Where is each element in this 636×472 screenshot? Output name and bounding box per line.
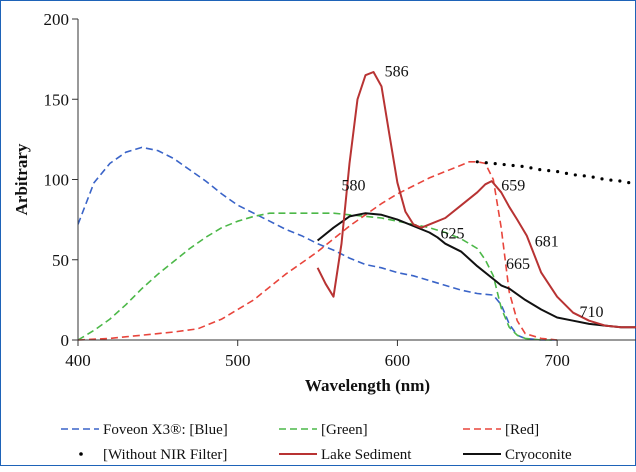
plot-area — [78, 71, 636, 341]
series-line-cryoconite — [316, 212, 636, 329]
series-line-foveon-x3-blue — [78, 146, 558, 341]
legend-label-red: [Red] — [505, 422, 539, 438]
series-line-lake-sediment — [316, 71, 636, 329]
series-line-green — [78, 212, 558, 341]
y-axis-title: Arbitrary — [12, 143, 31, 215]
legend-swatch-without-nir-filter — [79, 452, 83, 456]
y-tick-label: 150 — [44, 90, 70, 109]
annotations: 586 580 659 625 681 665 710 — [342, 63, 604, 321]
legend-label-green: [Green] — [321, 422, 368, 438]
x-tick-label: 700 — [544, 351, 570, 370]
x-tick-label: 500 — [225, 351, 251, 370]
peak-annotation: 710 — [580, 304, 604, 321]
peak-annotation: 665 — [506, 256, 530, 273]
peak-annotation: 659 — [501, 177, 525, 194]
legend-label-lake-sediment: Lake Sediment — [321, 447, 412, 463]
y-tick-label: 50 — [52, 251, 69, 270]
x-tick-label: 600 — [385, 351, 411, 370]
y-tick-label: 100 — [44, 171, 70, 190]
legend-label-foveon-x3-blue: Foveon X3®: [Blue] — [103, 422, 228, 438]
series-line-without-nir-filter — [475, 160, 636, 186]
legend: Foveon X3®: [Blue] [Green] [Red] [Without N… — [61, 422, 572, 463]
legend-label-without-nir-filter: [Without NIR Filter] — [103, 447, 227, 463]
y-tick-label: 200 — [44, 10, 70, 29]
peak-annotation: 625 — [441, 225, 465, 242]
y-tick-label: 0 — [61, 331, 70, 350]
axes: 0 50 100 150 200 400 500 600 700 Wavelength (nm) A… — [12, 10, 636, 395]
peak-annotation: 681 — [535, 233, 559, 250]
series-line-red — [78, 161, 558, 341]
x-tick-label: 400 — [65, 351, 91, 370]
x-axis-title: Wavelength (nm) — [305, 376, 430, 395]
peak-annotation: 586 — [385, 63, 409, 80]
peak-annotation: 580 — [342, 177, 366, 194]
legend-label-cryoconite: Cryoconite — [505, 447, 572, 463]
